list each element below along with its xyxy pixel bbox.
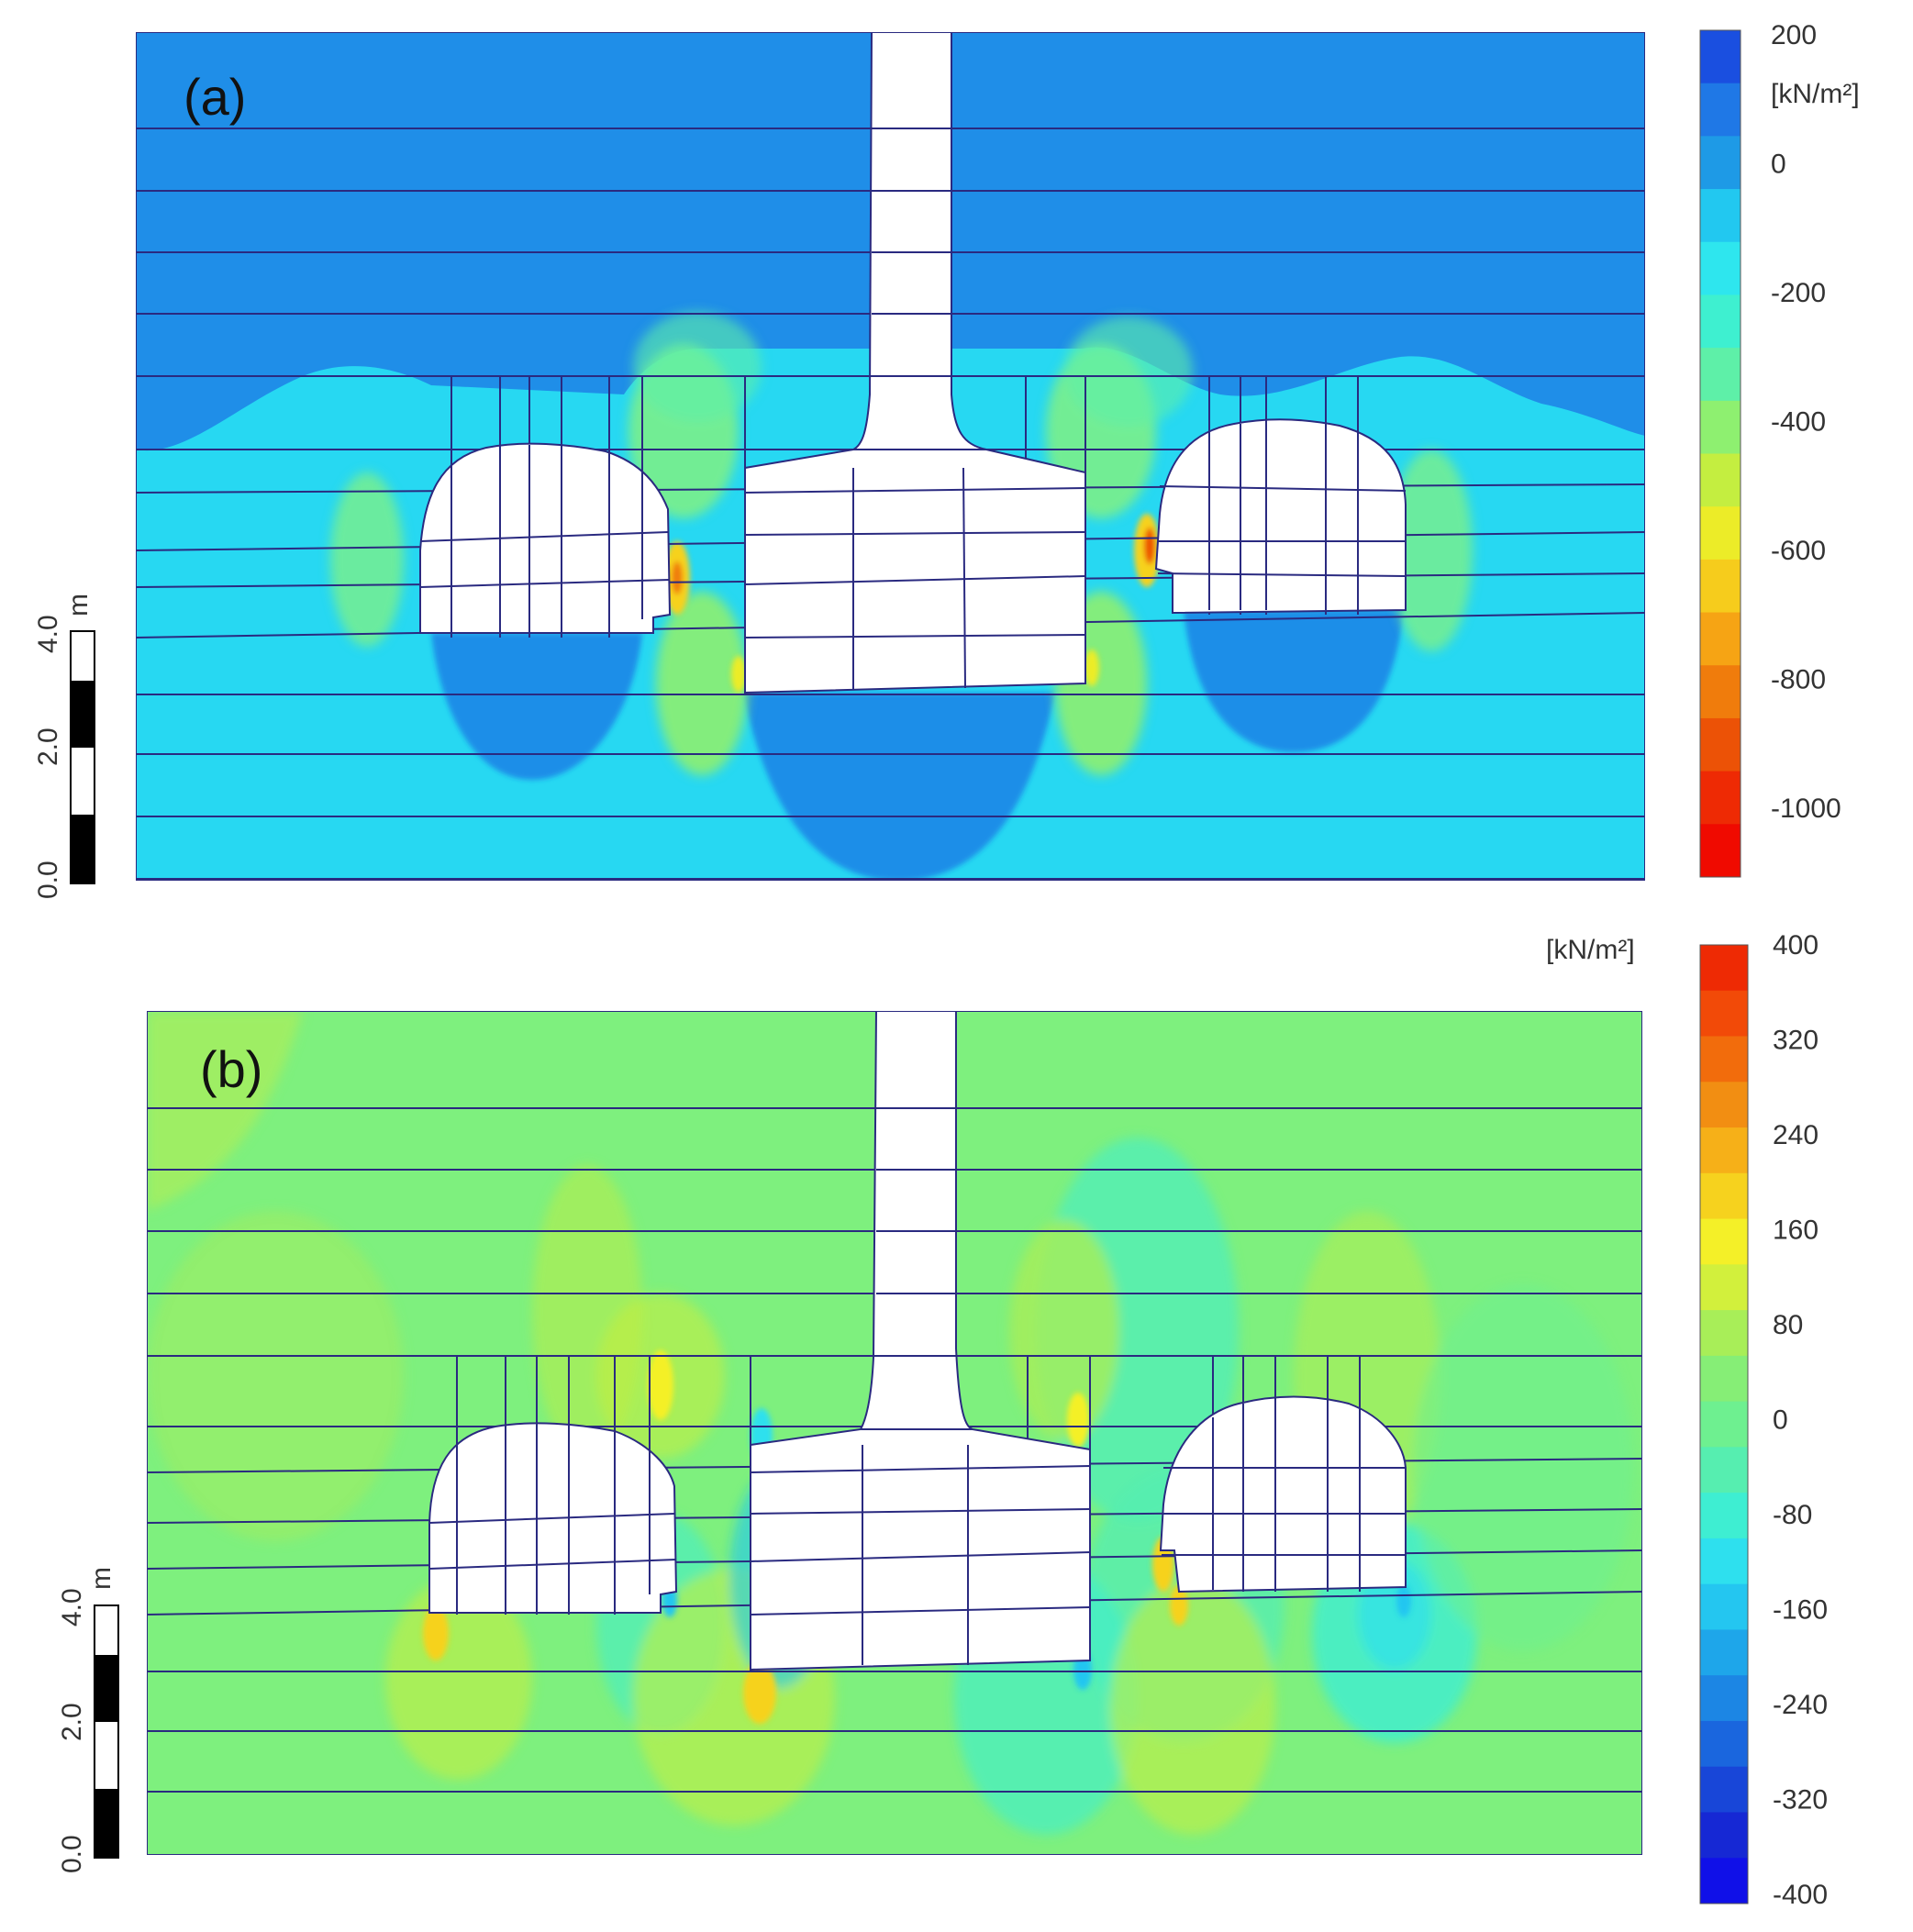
colorbar-swatch — [1700, 453, 1741, 507]
panel-b-colorbar — [1699, 944, 1749, 1904]
colorbar-swatch — [1700, 241, 1741, 295]
colorbar-tick-label: 240 — [1773, 1120, 1818, 1150]
colorbar-swatch — [1700, 506, 1741, 561]
scale-b-label-4: 4.0 — [57, 1588, 87, 1627]
colorbar-swatch — [1700, 1218, 1748, 1265]
colorbar-tick-label: -600 — [1771, 536, 1826, 566]
scale-b-unit: m — [86, 1567, 117, 1590]
panel-a-label: (a) — [184, 68, 246, 126]
colorbar-swatch — [1700, 1858, 1748, 1904]
colorbar-swatch — [1700, 1629, 1748, 1676]
colorbar-swatch — [1700, 30, 1741, 84]
scale-bar-b: 4.0 2.0 0.0 m — [57, 1567, 119, 1873]
colorbar-swatch — [1700, 612, 1741, 666]
scale-a-label-4: 4.0 — [33, 615, 63, 653]
colorbar-frame — [1699, 29, 1741, 878]
colorbar-swatch — [1700, 1538, 1748, 1585]
panel-a-colorbar-unit: [kN/m²] — [1771, 79, 1860, 109]
colorbar-swatch — [1700, 1675, 1748, 1722]
colorbar-swatch — [1700, 1036, 1748, 1083]
colorbar-swatch — [1700, 1127, 1748, 1174]
colorbar-tick-label: -320 — [1773, 1785, 1828, 1815]
scale-bar-a: 4.0 2.0 0.0 m — [33, 594, 95, 899]
panel-b-colorbar-ticks: 400 320 240 160 80 0 -80 -160 -240 -320 -400 — [1773, 930, 1828, 1910]
colorbar-swatch — [1700, 189, 1741, 243]
colorbar-swatch — [1700, 1493, 1748, 1539]
panel-a-contour-field — [136, 32, 1645, 881]
colorbar-tick-label: -400 — [1773, 1880, 1828, 1910]
colorbar-swatch — [1700, 771, 1741, 825]
colorbar-swatch — [1700, 83, 1741, 137]
colorbar-tick-label: 0 — [1773, 1405, 1788, 1436]
colorbar-tick-label: -80 — [1773, 1500, 1812, 1530]
colorbar-tick-label: 320 — [1773, 1026, 1818, 1056]
panel-b: (b) [kN/m²] 400 320 240 160 80 0 -80 -160 -240 -3… — [147, 930, 1828, 1910]
colorbar-swatch — [1700, 1172, 1748, 1220]
colorbar-tick-label: -400 — [1771, 407, 1826, 438]
colorbar-swatch — [1700, 1447, 1748, 1493]
colorbar-tick-label: -240 — [1773, 1690, 1828, 1720]
colorbar-swatch — [1700, 136, 1741, 190]
colorbar-swatch — [1700, 1310, 1748, 1357]
colorbar-tick-label: -160 — [1773, 1595, 1828, 1626]
colorbar-swatch — [1700, 990, 1748, 1038]
colorbar-tick-label: 80 — [1773, 1310, 1803, 1340]
scale-b-label-0: 0.0 — [57, 1835, 87, 1873]
scale-a-label-0: 0.0 — [33, 861, 63, 899]
colorbar-swatch — [1700, 945, 1748, 992]
colorbar-swatch — [1700, 824, 1741, 878]
scale-a-unit: m — [63, 594, 94, 616]
colorbar-frame — [1699, 944, 1749, 1904]
panel-a-colorbar-ticks: 200 0 -200 -400 -600 -800 -1000 — [1771, 20, 1841, 824]
colorbar-swatch — [1700, 294, 1741, 349]
colorbar-tick-label: -200 — [1771, 278, 1826, 308]
colorbar-swatch — [1700, 1264, 1748, 1311]
colorbar-swatch — [1700, 665, 1741, 719]
colorbar-swatch — [1700, 348, 1741, 402]
panel-b-label: (b) — [200, 1040, 262, 1098]
colorbar-swatch — [1700, 1355, 1748, 1403]
colorbar-swatch — [1700, 559, 1741, 614]
scale-b-label-2: 2.0 — [57, 1703, 87, 1741]
panel-a-colorbar — [1699, 29, 1741, 878]
colorbar-swatch — [1700, 1720, 1748, 1768]
colorbar-swatch — [1700, 717, 1741, 772]
colorbar-tick-label: 0 — [1771, 150, 1786, 180]
scale-a-label-2: 2.0 — [33, 727, 63, 766]
colorbar-swatch — [1700, 1812, 1748, 1859]
colorbar-swatch — [1700, 1766, 1748, 1813]
colorbar-swatch — [1700, 1401, 1748, 1448]
colorbar-tick-label: 160 — [1773, 1216, 1818, 1246]
panel-a: (a) [kN/m²] 200 0 -200 -400 -600 -800 -1000 — [136, 20, 1860, 881]
colorbar-tick-label: 200 — [1771, 20, 1817, 50]
colorbar-tick-label: -1000 — [1771, 794, 1841, 824]
colorbar-tick-label: -800 — [1771, 665, 1826, 695]
colorbar-swatch — [1700, 1583, 1748, 1630]
colorbar-tick-label: 400 — [1773, 930, 1818, 960]
panel-b-contour-field — [147, 1011, 1642, 1855]
panel-b-colorbar-unit: [kN/m²] — [1546, 935, 1635, 965]
colorbar-swatch — [1700, 1082, 1748, 1128]
colorbar-swatch — [1700, 400, 1741, 454]
